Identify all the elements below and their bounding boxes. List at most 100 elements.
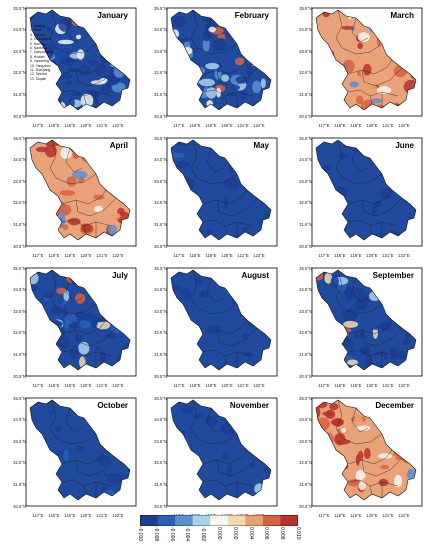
lon-tick-label: 120°E [366,123,378,128]
lat-tick-label: 31.5°N [154,221,167,227]
value-patch [221,74,230,82]
lon-tick-label: 121°E [382,123,394,128]
value-patch [171,152,185,159]
city-boundary [61,189,107,205]
value-patch [34,200,49,207]
colorbar-ramp [139,514,299,527]
lat-tick-label: 30.5°N [299,503,312,509]
value-patch [252,281,269,293]
value-patch [396,445,413,452]
colorbar-tick-label: 0.000 [216,527,222,540]
value-patch [361,82,378,95]
value-patch [262,148,271,161]
value-patch [65,80,73,85]
value-patch [110,320,124,333]
city-boundary [369,485,373,495]
value-patch [242,226,248,233]
value-patch [316,189,324,203]
value-patch [95,63,107,77]
value-patch [337,332,349,338]
value-patch [390,348,400,354]
value-patch [387,45,404,54]
value-patch [223,196,229,210]
value-patch [171,102,182,107]
value-patch [322,411,335,416]
value-patch [336,439,351,445]
panel-frame [166,137,278,247]
value-patch [60,57,76,66]
value-patch [320,316,330,325]
value-patch [385,280,393,288]
lat-tick-label: 30.5°N [299,243,312,249]
value-patch [405,410,412,417]
value-patch [184,493,193,498]
lat-tick-label: 34.5°N [13,417,26,423]
colorbar-segment [245,515,264,526]
value-patch [365,435,380,444]
lon-tick-label: 120°E [366,383,378,388]
province-fill [316,270,416,370]
value-patch [403,26,414,35]
value-patch [319,224,328,236]
value-patch [123,494,128,500]
city-legend-item: 3. Xuzhou [30,32,46,37]
city-boundary [61,59,107,75]
city-legend: 1. Nanjing 2. Wuxi 3. Xuzhou 4. Changzhou 5.… [30,24,53,81]
value-patch [349,81,359,88]
value-patch [391,34,399,41]
value-patch [408,282,416,288]
city-boundary [206,147,224,173]
value-patch [180,287,192,301]
lon-tick-label: 120°E [80,383,92,388]
value-patch [171,56,179,68]
value-patch [340,427,347,433]
city-boundary [361,457,403,477]
value-patch [60,147,72,159]
value-patch [357,450,364,461]
city-boundary [224,225,228,235]
lat-tick-label: 33.5°N [299,48,312,54]
value-patch [118,310,130,318]
colorbar-segment [280,515,299,526]
value-patch [376,410,391,424]
value-patch [76,140,81,153]
map-frame [311,137,423,247]
value-patch [56,450,66,456]
value-patch [339,338,354,350]
value-patch [321,352,335,359]
value-patch [363,63,372,76]
value-patch [117,24,130,35]
value-patch [202,38,210,52]
month-title: August [241,271,269,280]
value-patch [70,91,82,97]
value-patch [345,286,353,299]
lon-tick-label: 121°E [237,253,249,258]
value-patch [34,233,44,240]
value-patch [30,285,39,291]
value-patch [406,469,416,481]
value-patch [411,220,416,227]
city-boundary [361,327,403,347]
province-outline [170,9,272,111]
colorbar-tick-label: -0.010 [137,527,143,542]
value-patch [78,341,90,355]
lat-tick-label: 33.5°N [154,178,167,184]
city-boundary [202,59,248,75]
value-patch [395,50,403,55]
province-outline [170,139,272,241]
value-patch [62,224,69,231]
value-patch [316,307,322,319]
value-patch [364,447,371,460]
value-patch [401,408,407,419]
city-legend-item: 12. Taizhou [30,72,48,77]
value-patch [380,188,393,199]
city-boundary [61,319,107,335]
value-patch [99,78,108,83]
value-patch [405,332,411,339]
lat-tick-label: 34.5°N [299,157,312,163]
value-patch [242,351,254,358]
lon-tick-label: 120°E [366,253,378,258]
value-patch [32,202,44,217]
province-fill [30,140,130,240]
value-patch [397,350,407,360]
